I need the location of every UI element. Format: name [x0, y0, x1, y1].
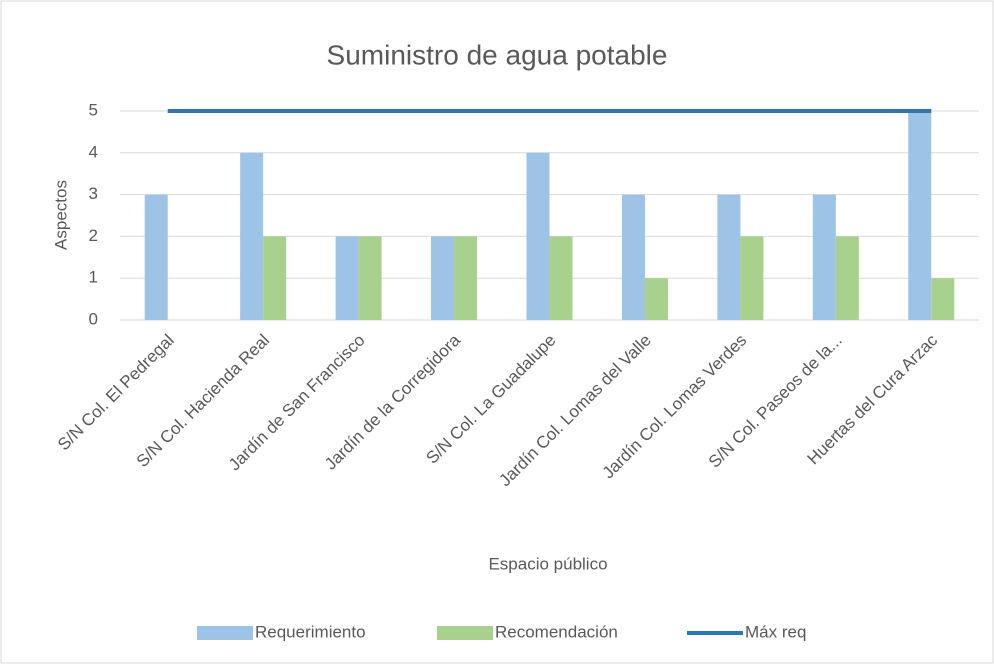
bar: [717, 194, 741, 320]
bar: [740, 236, 764, 320]
bar: [621, 194, 645, 320]
y-tick-label: 5: [89, 100, 98, 119]
bar: [144, 194, 168, 320]
y-tick-label: 2: [89, 226, 98, 245]
legend-label: Máx req: [745, 622, 806, 641]
legend-swatch: [197, 626, 253, 640]
y-tick-label: 1: [89, 268, 98, 287]
bar: [644, 278, 668, 320]
bar: [454, 236, 478, 320]
bar: [549, 236, 573, 320]
bar: [931, 278, 955, 320]
bar: [812, 194, 836, 320]
y-tick-label: 3: [89, 184, 98, 203]
bar: [263, 236, 287, 320]
bar: [908, 111, 932, 320]
legend-swatch: [437, 626, 493, 640]
bar: [358, 236, 382, 320]
bar: [335, 236, 359, 320]
y-axis-label: Aspectos: [51, 180, 70, 250]
x-axis-label: Espacio público: [488, 554, 607, 573]
chart-title: Suministro de agua potable: [327, 39, 668, 70]
bar: [431, 236, 455, 320]
y-tick-label: 0: [89, 309, 98, 328]
bar: [526, 152, 550, 320]
legend-label: Requerimiento: [255, 622, 366, 641]
legend-label: Recomendación: [495, 622, 618, 641]
y-tick-label: 4: [89, 142, 98, 161]
bar: [835, 236, 859, 320]
bar: [240, 152, 264, 320]
